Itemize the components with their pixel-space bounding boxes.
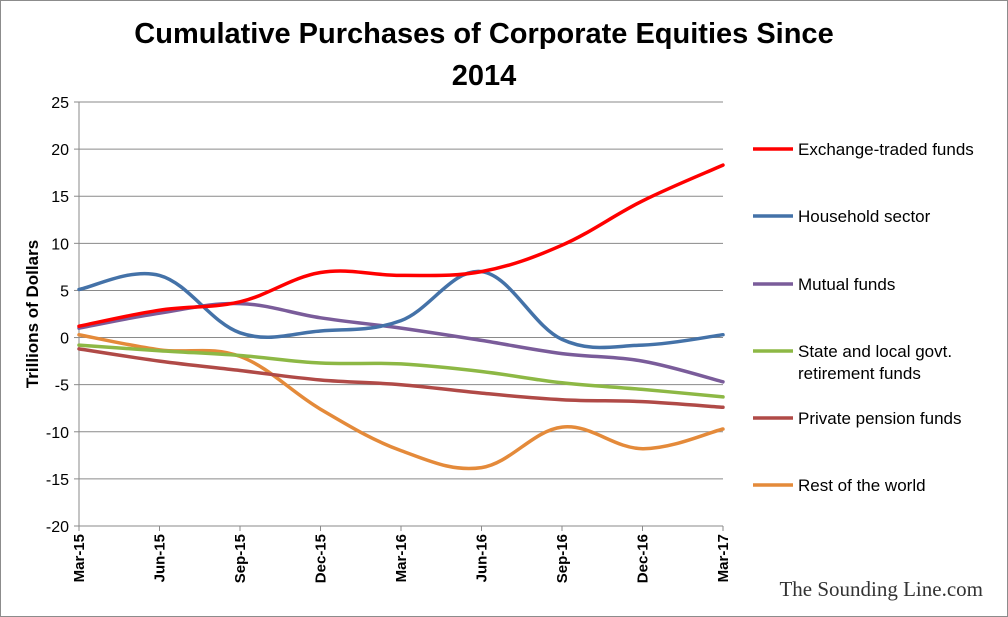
y-tick-label: 25 [51,95,69,112]
series-line-private-pension-funds [77,347,725,410]
y-axis-label: Trillions of Dollars [23,240,42,388]
legend: Exchange-traded funds Household sector Mut… [753,140,974,495]
y-tick-label: 15 [51,189,69,206]
y-tick-label: -15 [46,472,69,489]
y-tick-label: 0 [60,331,69,348]
legend-label-state-and-local-govt-retirement-funds: State and local govt. [798,342,952,361]
x-axis-ticks: Mar-15 Jun-15 Sep-15 Dec-15 Mar-16 Jun-16 Sep-… [71,526,732,583]
grid-lines [79,101,723,527]
x-tick-label: Sep-16 [554,534,571,583]
x-tick-label: Jun-15 [152,534,169,582]
y-axis-ticks: 25 20 15 10 5 0 -5 -10 -15 -20 [46,95,79,536]
series-lines [77,163,725,471]
legend-label-household-sector: Household sector [798,207,931,226]
x-tick-label: Mar-15 [71,534,88,582]
x-tick-label: Dec-15 [313,534,330,583]
series-line-household-sector [77,269,725,350]
legend-label-private-pension-funds: Private pension funds [798,409,962,428]
y-tick-label: -5 [55,378,69,395]
series-line-state-and-local-govt-retirement-funds [77,343,725,399]
y-tick-label: 5 [60,283,69,300]
legend-label-rest-of-the-world: Rest of the world [798,476,926,495]
y-tick-label: -10 [46,425,69,442]
legend-label-exchange-traded-funds: Exchange-traded funds [798,140,974,159]
y-tick-label: 20 [51,142,69,159]
legend-label-mutual-funds: Mutual funds [798,275,895,294]
series-line-mutual-funds [77,301,725,384]
y-tick-label: -20 [46,519,69,536]
axes [78,102,723,527]
chart-title-line-1: Cumulative Purchases of Corporate Equiti… [134,18,833,50]
watermark-text: The Sounding Line.com [779,577,983,601]
x-tick-label: Mar-17 [715,534,732,582]
chart-title-line-2: 2014 [452,60,517,92]
legend-label-state-and-local-govt-retirement-funds: retirement funds [798,364,921,383]
y-tick-label: 10 [51,236,69,253]
x-tick-label: Jun-16 [474,534,491,582]
x-tick-label: Dec-16 [635,534,652,583]
x-tick-label: Sep-15 [232,534,249,583]
x-tick-label: Mar-16 [393,534,410,582]
series-line-exchange-traded-funds [77,163,725,328]
